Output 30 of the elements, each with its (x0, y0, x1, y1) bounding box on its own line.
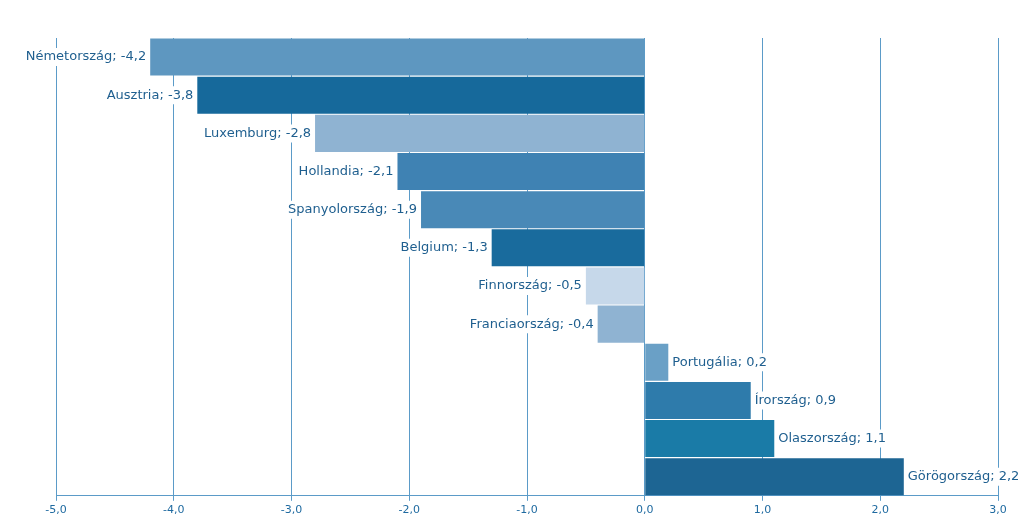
x-tick-label: -2,0 (398, 503, 420, 517)
bar (585, 267, 645, 305)
data-label: Görögország; 2,2 (907, 468, 1020, 484)
x-tick-label: -4,0 (163, 503, 185, 517)
x-tick-label: -3,0 (280, 503, 303, 517)
x-tick-label: -1,0 (516, 503, 538, 517)
bar (645, 381, 751, 419)
data-label: Finnország; -0,5 (478, 277, 582, 293)
bar (197, 76, 645, 114)
data-label: Portugália; 0,2 (672, 353, 767, 369)
data-label: Luxemburg; -2,8 (204, 124, 312, 140)
x-tick-label: 1,0 (753, 503, 772, 517)
data-label: Ausztria; -3,8 (106, 86, 194, 102)
bar (491, 229, 645, 267)
x-tick-label: 0,0 (636, 503, 654, 517)
data-label: Németország; -4,2 (25, 48, 147, 64)
data-label: Belgium; -1,3 (400, 239, 488, 255)
data-label: Olaszország; 1,1 (778, 429, 886, 445)
data-label: Franciaország; -0,4 (469, 315, 594, 331)
bar (645, 458, 904, 496)
x-tick-label: -5,0 (45, 503, 67, 517)
x-tick-label: 2,0 (871, 503, 889, 517)
bar (645, 343, 669, 381)
data-label: Hollandia; -2,1 (298, 162, 394, 178)
bar (645, 420, 775, 458)
bar (597, 305, 645, 343)
data-label: Írország; 0,9 (754, 391, 836, 407)
bar (315, 114, 645, 152)
x-tick-label: 3,0 (989, 503, 1007, 517)
data-label: Spanyolország; -1,9 (288, 201, 418, 217)
